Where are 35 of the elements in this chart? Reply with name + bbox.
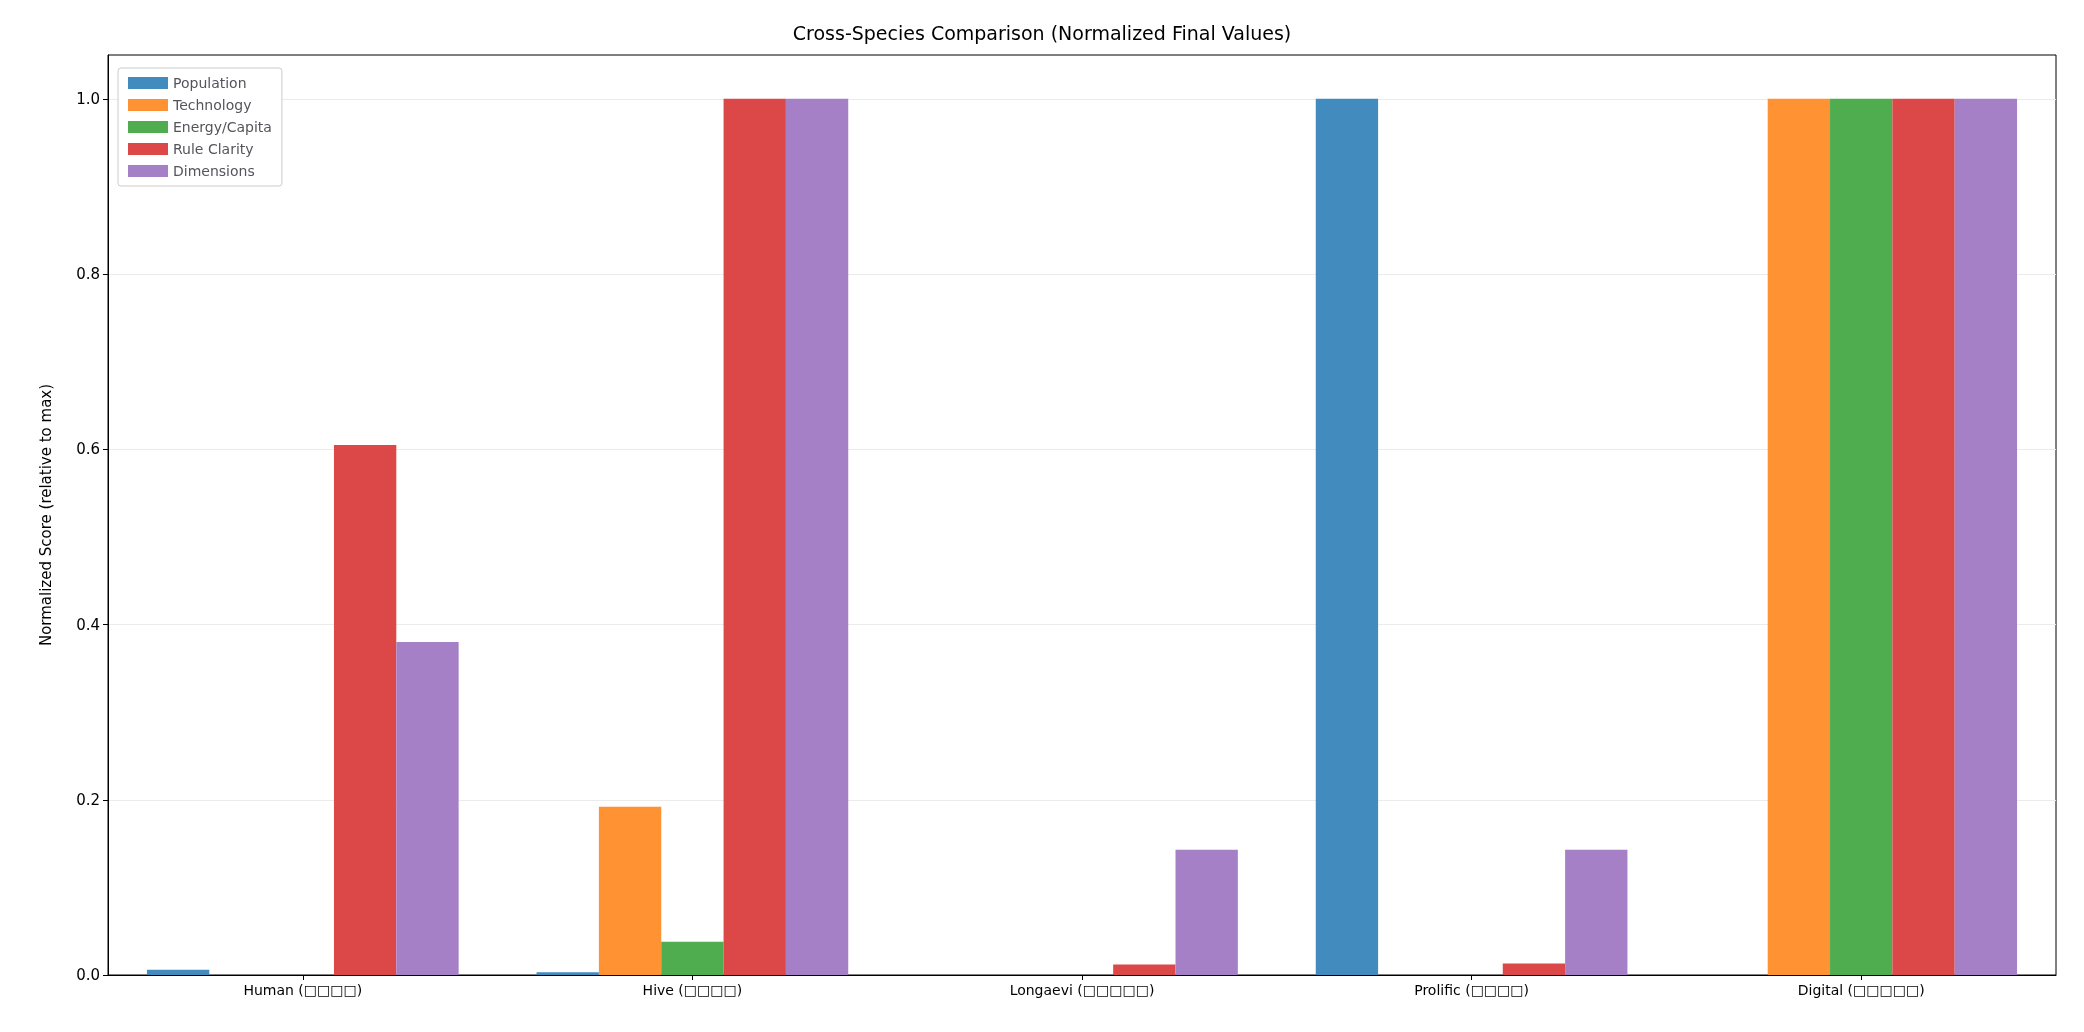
y-tick-label: 1.0	[76, 89, 100, 108]
x-tick-label: Longaevi (□□□□□)	[1009, 982, 1155, 998]
legend-label: Energy/Capita	[173, 119, 272, 135]
bar	[1175, 849, 1238, 975]
bar	[536, 972, 599, 975]
bar	[396, 642, 459, 975]
bar	[1502, 963, 1566, 975]
chart-title: Cross-Species Comparison (Normalized Final Values)	[792, 21, 1292, 44]
bar	[1830, 98, 1893, 975]
bar	[146, 969, 210, 975]
y-tick-label: 0.0	[76, 966, 100, 984]
bar	[598, 806, 662, 975]
x-tick-label: Digital (□□□□□)	[1797, 982, 1925, 998]
bar	[661, 941, 724, 975]
bar	[1767, 98, 1831, 975]
bar	[1113, 964, 1176, 975]
legend-label: Rule Clarity	[173, 141, 254, 157]
x-tick-label: Human (□□□□)	[243, 982, 363, 998]
y-tick-label: 0.2	[76, 790, 100, 809]
bar	[723, 98, 786, 975]
bar	[1954, 98, 2018, 975]
y-axis-title: Normalized Score (relative to max)	[36, 383, 55, 647]
x-tick-label: Hive (□□□□)	[642, 982, 743, 998]
x-tick-label: Prolific (□□□□)	[1414, 982, 1529, 998]
bar	[1565, 849, 1628, 975]
y-tick-label: 0.8	[76, 265, 100, 284]
bar	[1315, 98, 1379, 975]
bar	[333, 444, 397, 975]
legend-label: Population	[173, 75, 247, 91]
bar	[785, 98, 849, 975]
y-tick-label: 0.4	[76, 615, 100, 634]
bar	[1892, 98, 1955, 975]
legend-label: Technology	[172, 97, 252, 113]
legend-label: Dimensions	[173, 163, 255, 179]
y-tick-label: 0.6	[76, 440, 100, 459]
